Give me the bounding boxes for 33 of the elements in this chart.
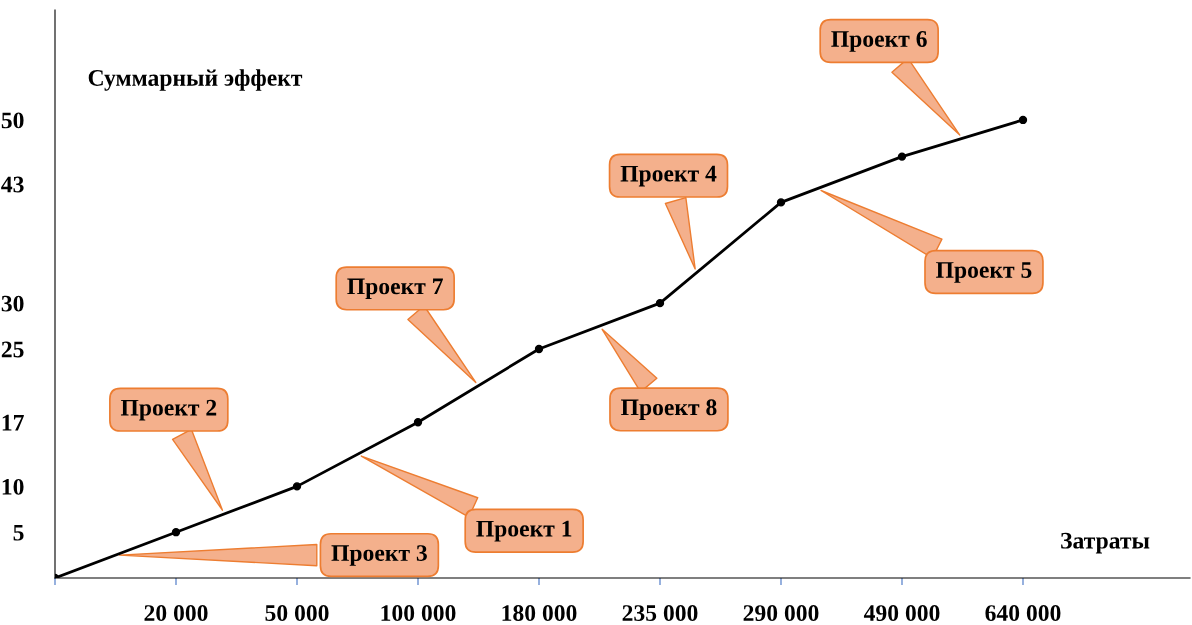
x-tick-label: 235 000 — [622, 605, 698, 622]
x-tick-label: 100 000 — [381, 605, 456, 622]
x-axis-title: Затраты — [1061, 532, 1150, 554]
x-tick-label: 640 000 — [985, 605, 1061, 622]
y-axis-title: Суммарный эффект — [88, 69, 303, 91]
point — [655, 298, 665, 308]
x-tick-label: 20 000 — [144, 605, 208, 622]
point — [1018, 115, 1028, 125]
y-tick-label: 5 — [13, 524, 24, 541]
annotation: Проект 4 — [620, 165, 717, 187]
y-tick-label: 10 — [2, 478, 24, 495]
x-tick-label: 50 000 — [265, 605, 329, 622]
y-tick-label: 50 — [1, 112, 24, 129]
point — [292, 482, 302, 491]
annotation: Проект 2 — [120, 399, 217, 421]
annotation: Проект 5 — [936, 262, 1032, 283]
annotation: Проект 1 — [476, 520, 572, 542]
annotation: Проект 8 — [621, 399, 717, 421]
x-tick-label: 490 000 — [863, 605, 940, 622]
point — [534, 344, 544, 354]
point — [413, 418, 423, 427]
annotation: Проект 3 — [331, 545, 427, 566]
y-tick-label: 17 — [2, 414, 24, 431]
x-tick-label: 180 000 — [502, 605, 577, 622]
y-tick-label: 25 — [1, 341, 24, 358]
annotation: Проект 6 — [831, 31, 927, 52]
y-tick-label: 30 — [1, 295, 24, 312]
y-tick-label: 43 — [1, 176, 24, 193]
point — [171, 528, 181, 537]
point — [776, 198, 786, 207]
point — [897, 152, 907, 161]
annotation: Проект 7 — [347, 278, 443, 300]
x-tick-label: 290 000 — [743, 605, 819, 622]
